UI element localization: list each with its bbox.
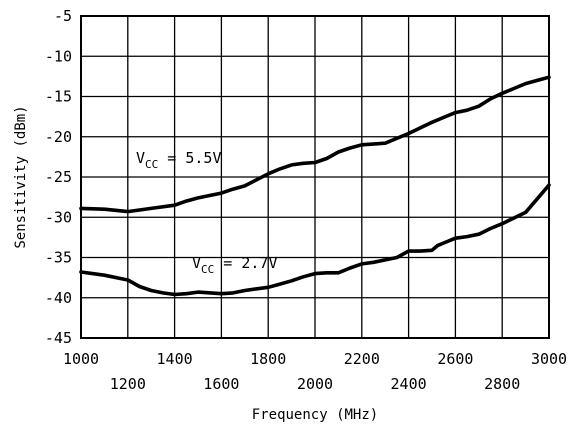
y-tick-label: -45	[45, 329, 72, 347]
x-tick-label: 2400	[391, 375, 427, 393]
y-tick-label: -40	[45, 289, 72, 307]
y-tick-label: -10	[45, 47, 72, 65]
y-tick-label: -25	[45, 168, 72, 186]
x-tick-label: 2000	[297, 375, 333, 393]
series-line-vcc-5-5v	[79, 75, 551, 214]
x-tick-label: 2200	[344, 350, 380, 368]
series-line-vcc-2-7v	[79, 183, 551, 297]
series-lines	[79, 75, 551, 297]
x-tick-label: 1800	[250, 350, 286, 368]
y-tick-label: -35	[45, 249, 72, 267]
series-label-vcc-2-7v: VCC = 2.7V	[192, 254, 278, 276]
series-label-vcc-5-5v-value: = 5.5V	[158, 149, 221, 167]
series-label-vcc-5-5v-sub: CC	[145, 158, 158, 171]
x-tick-label: 1600	[203, 375, 239, 393]
x-tick-label: 3000	[531, 350, 567, 368]
plot-frame	[80, 15, 550, 339]
x-tick-label: 2800	[484, 375, 520, 393]
x-tick-label: 1000	[63, 350, 99, 368]
x-tick-label: 2600	[437, 350, 473, 368]
series-label-vcc-2-7v-value: = 2.7V	[214, 254, 277, 272]
series-label-vcc-5-5v-main: V	[136, 149, 145, 167]
y-tick-label: -15	[45, 88, 72, 106]
y-tick-label: -5	[54, 7, 72, 25]
y-axis-title: Sensitivity (dBm)	[13, 105, 29, 248]
y-tick-label: -20	[45, 128, 72, 146]
series-label-vcc-5-5v: VCC = 5.5V	[136, 149, 222, 171]
x-tick-label: 1200	[110, 375, 146, 393]
y-tick-label: -30	[45, 208, 72, 226]
series-label-vcc-2-7v-sub: CC	[201, 263, 214, 276]
x-axis-title: Frequency (MHz)	[252, 407, 378, 423]
series-label-vcc-2-7v-main: V	[192, 254, 201, 272]
x-tick-label: 1400	[157, 350, 193, 368]
y-tick-labels: -5 -10 -15 -20 -25 -30 -35 -40 -45	[45, 7, 72, 347]
x-tick-labels: 1000 1400 1800 2200 2600 3000 1200 1600 2000 2400…	[63, 350, 567, 393]
